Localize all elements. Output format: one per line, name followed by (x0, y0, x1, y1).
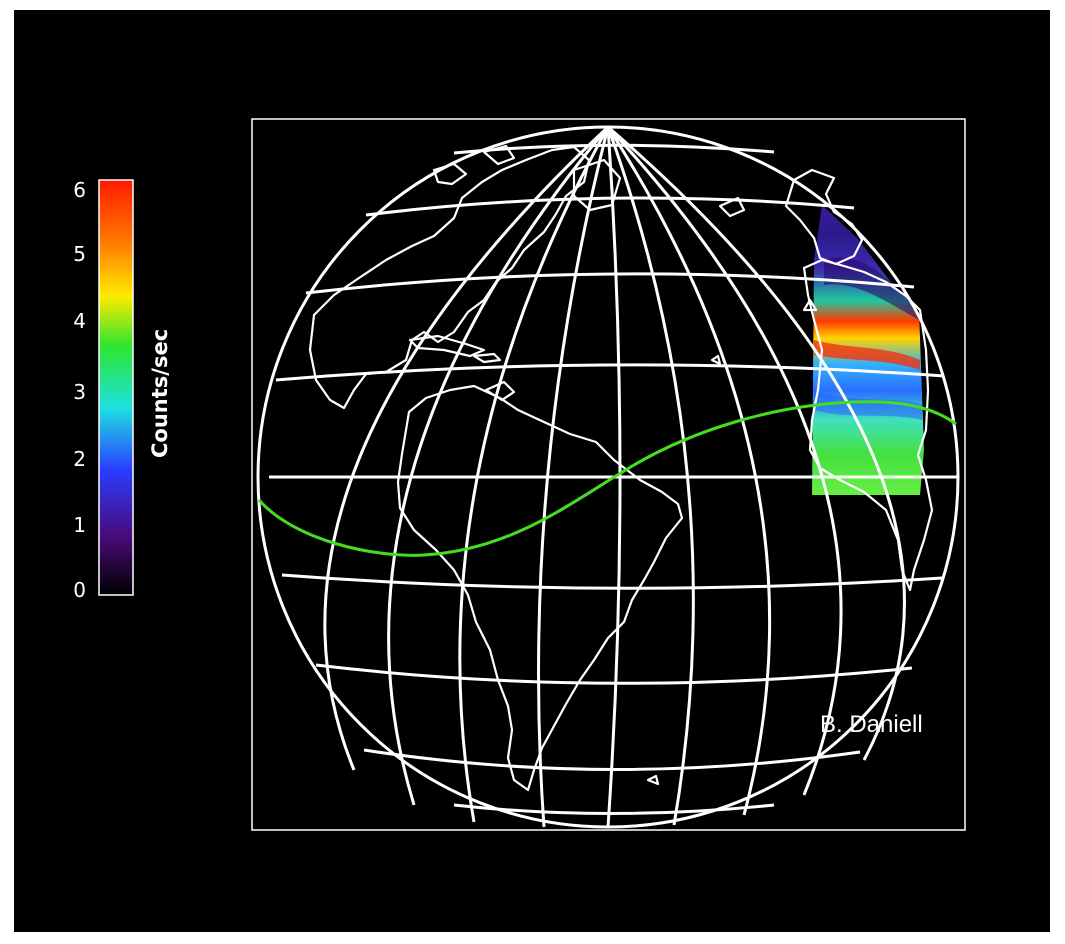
colorbar-tick-5: 5 (73, 242, 86, 266)
plot-frame (251, 118, 966, 831)
coastlines (308, 144, 934, 792)
colorbar-tick-0: 0 (73, 578, 86, 602)
colorbar (98, 179, 134, 596)
graticule (256, 125, 960, 829)
colorbar-tick-2: 2 (73, 447, 86, 471)
author-credit: B. Daniell (820, 711, 923, 738)
data-swath (812, 205, 924, 495)
colorbar-tick-4: 4 (73, 309, 86, 333)
map-canvas: 0 1 2 3 4 5 6 Counts/sec B. Daniell (14, 10, 1050, 932)
colorbar-tick-6: 6 (73, 178, 86, 202)
colorbar-tick-1: 1 (73, 513, 86, 537)
colorbar-label: Counts/sec (148, 328, 172, 458)
globe-map (98, 118, 966, 831)
colorbar-tick-3: 3 (73, 380, 86, 404)
ground-track (257, 400, 957, 557)
